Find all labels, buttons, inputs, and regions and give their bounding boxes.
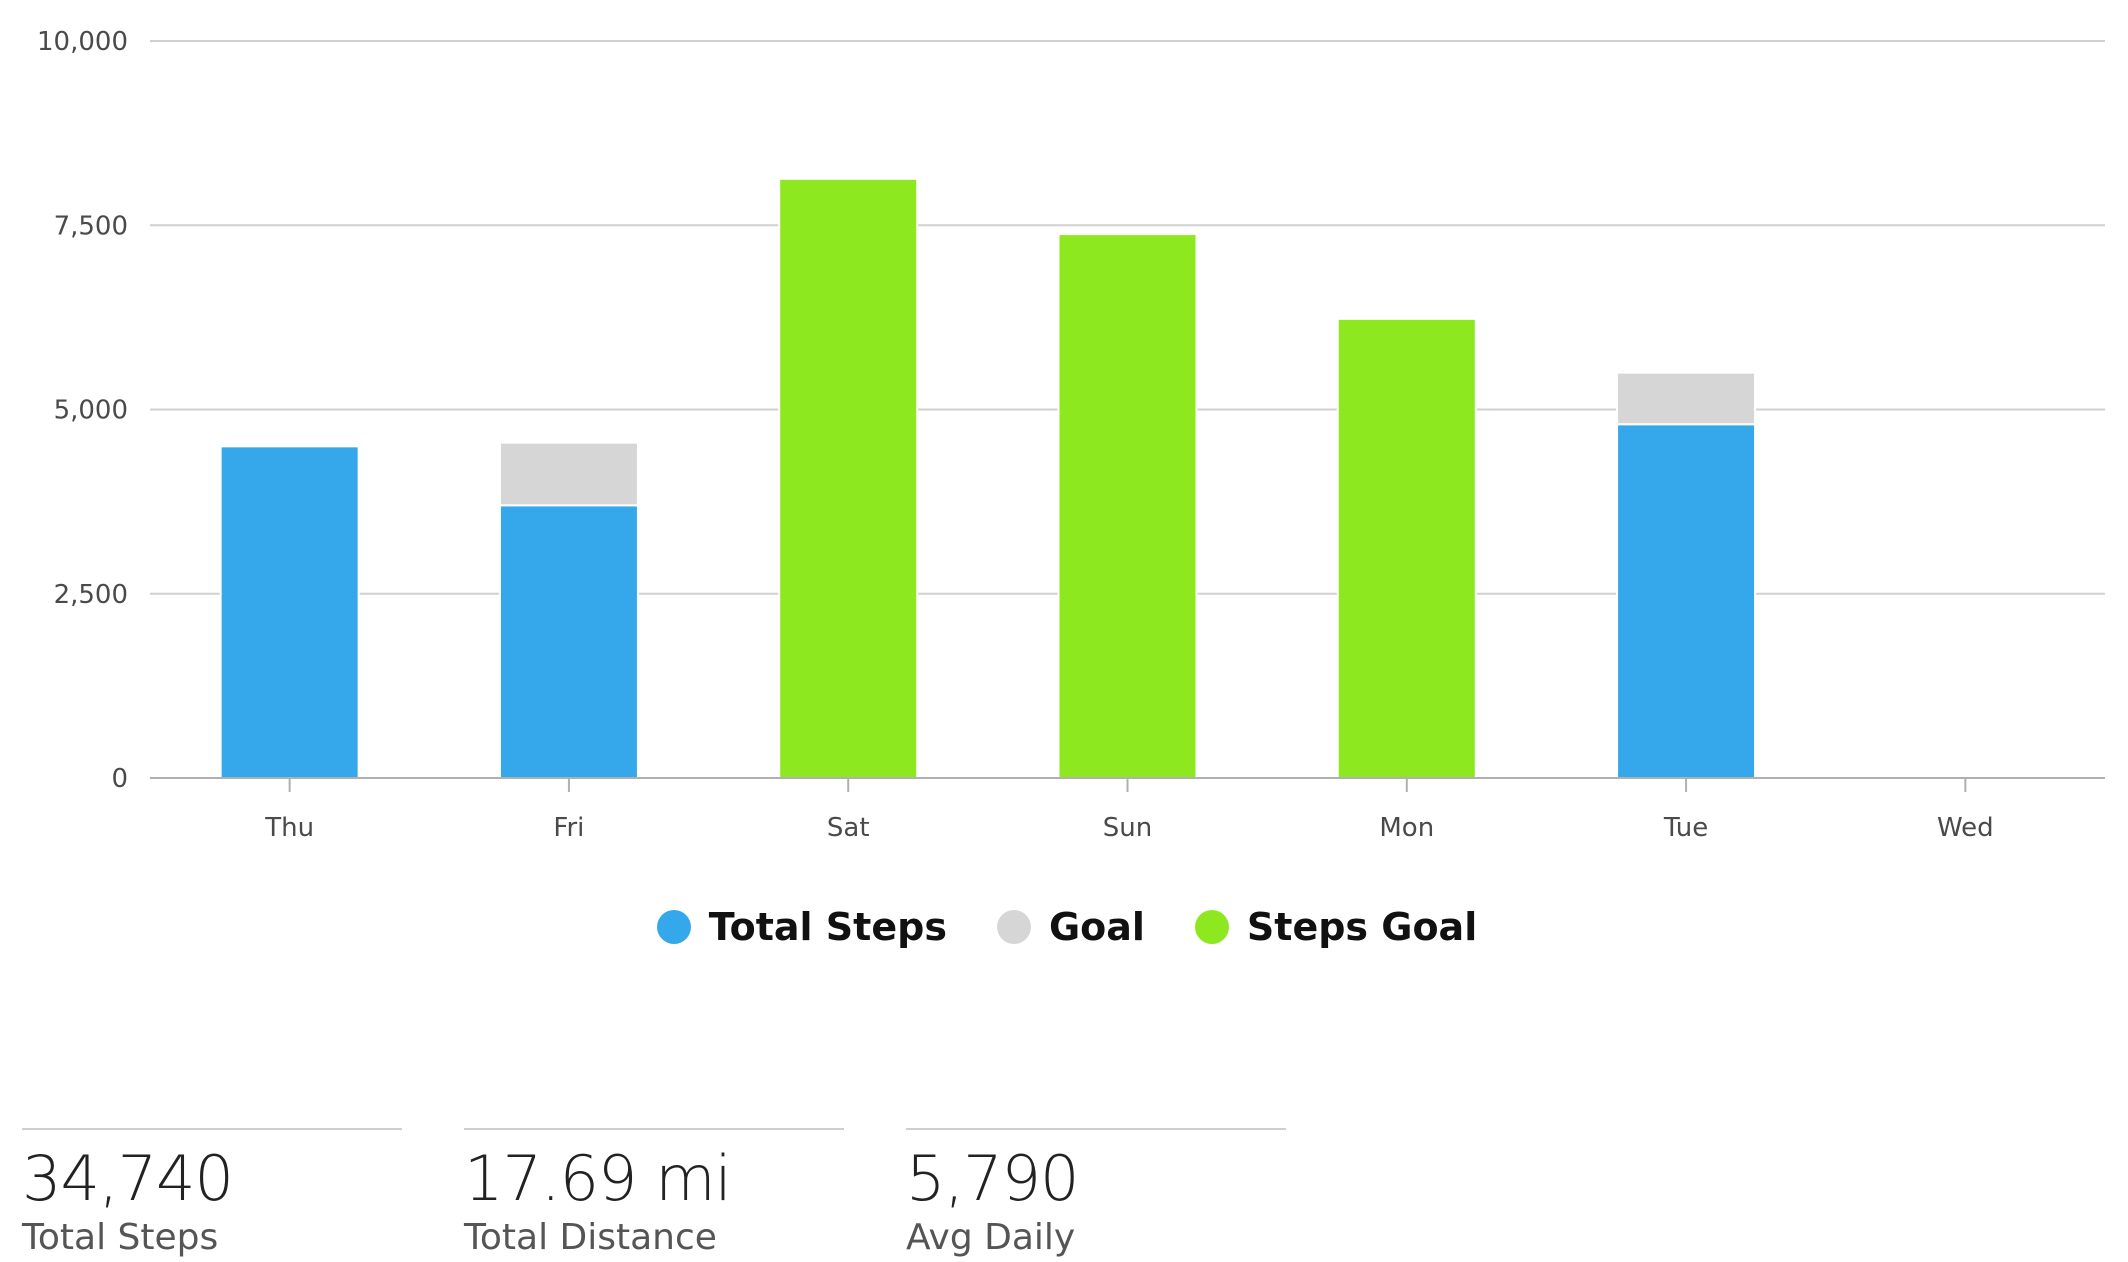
legend-label: Goal	[1048, 905, 1145, 949]
stat-label: Total Steps	[22, 1217, 219, 1258]
bar-total-steps-tue[interactable]	[1616, 423, 1757, 779]
legend-swatch-goal	[996, 910, 1031, 944]
y-tick-label: 10,000	[37, 27, 128, 57]
legend-label: Total Steps	[708, 905, 947, 949]
stat-value: 34,740	[22, 1142, 234, 1215]
legend-item-total-steps[interactable]: Total Steps	[656, 905, 947, 949]
x-tick-label: Sat	[827, 813, 870, 843]
legend-swatch-total-steps	[656, 910, 691, 944]
bar-goal-tue[interactable]	[1616, 371, 1757, 426]
y-tick-label: 0	[111, 764, 128, 794]
bar-steps-goal-mon[interactable]	[1336, 317, 1477, 779]
summary-stats: 34,740 Total Steps 17.69 mi Total Distan…	[22, 1128, 1286, 1260]
x-tick-label: Fri	[553, 813, 584, 843]
bar-total-steps-fri[interactable]	[498, 504, 639, 779]
bar-chart: 0 2,500 5,000 7,500 10,000 Thu Fri Sat Sun Mon Tue…	[37, 27, 2105, 843]
legend-item-goal[interactable]: Goal	[996, 905, 1145, 949]
axis-labels: 0 2,500 5,000 7,500 10,000 Thu Fri Sat Sun Mon Tue…	[37, 27, 1994, 843]
legend-label: Steps Goal	[1246, 905, 1478, 949]
y-tick-label: 5,000	[54, 396, 128, 426]
stat-total-distance: 17.69 mi Total Distance	[464, 1128, 844, 1260]
bar-steps-goal-sat[interactable]	[778, 177, 919, 780]
legend-swatch-steps-goal	[1194, 910, 1229, 944]
bar-goal-fri[interactable]	[498, 441, 639, 507]
stat-value: 17.69 mi	[464, 1142, 732, 1215]
stat-label: Total Distance	[464, 1217, 717, 1258]
x-tick-label: Tue	[1663, 813, 1708, 843]
stat-avg-daily: 5,790 Avg Daily	[906, 1128, 1286, 1260]
legend-item-steps-goal[interactable]: Steps Goal	[1194, 905, 1478, 949]
y-tick-label: 7,500	[54, 211, 128, 241]
x-axis	[150, 777, 2105, 792]
bar-steps-goal-sun[interactable]	[1057, 233, 1198, 779]
bar-total-steps-thu[interactable]	[219, 445, 360, 779]
y-tick-label: 2,500	[54, 580, 128, 610]
x-tick-label: Thu	[264, 813, 314, 843]
stat-label: Avg Daily	[906, 1217, 1076, 1258]
x-tick-label: Wed	[1937, 813, 1994, 843]
chart-legend: Total Steps Goal Steps Goal	[0, 905, 2128, 949]
bars	[219, 177, 1757, 780]
stat-total-steps: 34,740 Total Steps	[22, 1128, 402, 1260]
x-tick-label: Mon	[1379, 813, 1434, 843]
x-tick-label: Sun	[1103, 813, 1152, 843]
stat-value: 5,790	[906, 1142, 1080, 1215]
